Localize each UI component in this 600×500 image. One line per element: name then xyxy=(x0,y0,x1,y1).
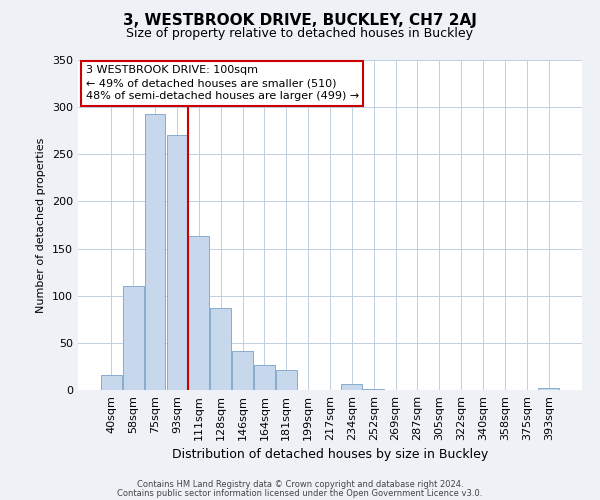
Bar xyxy=(254,364,275,390)
Bar xyxy=(232,352,253,390)
Text: Contains HM Land Registry data © Crown copyright and database right 2024.: Contains HM Land Registry data © Crown c… xyxy=(137,480,463,489)
Text: 3 WESTBROOK DRIVE: 100sqm
← 49% of detached houses are smaller (510)
48% of semi: 3 WESTBROOK DRIVE: 100sqm ← 49% of detac… xyxy=(86,65,359,102)
Bar xyxy=(188,236,209,390)
Text: Contains public sector information licensed under the Open Government Licence v3: Contains public sector information licen… xyxy=(118,488,482,498)
Text: Size of property relative to detached houses in Buckley: Size of property relative to detached ho… xyxy=(127,28,473,40)
Text: 3, WESTBROOK DRIVE, BUCKLEY, CH7 2AJ: 3, WESTBROOK DRIVE, BUCKLEY, CH7 2AJ xyxy=(123,12,477,28)
X-axis label: Distribution of detached houses by size in Buckley: Distribution of detached houses by size … xyxy=(172,448,488,462)
Bar xyxy=(276,370,296,390)
Bar xyxy=(210,308,231,390)
Bar xyxy=(538,388,559,390)
Bar xyxy=(341,384,362,390)
Bar xyxy=(145,114,166,390)
Bar xyxy=(101,375,122,390)
Bar xyxy=(364,389,384,390)
Y-axis label: Number of detached properties: Number of detached properties xyxy=(37,138,46,312)
Bar xyxy=(123,286,143,390)
Bar xyxy=(167,136,187,390)
